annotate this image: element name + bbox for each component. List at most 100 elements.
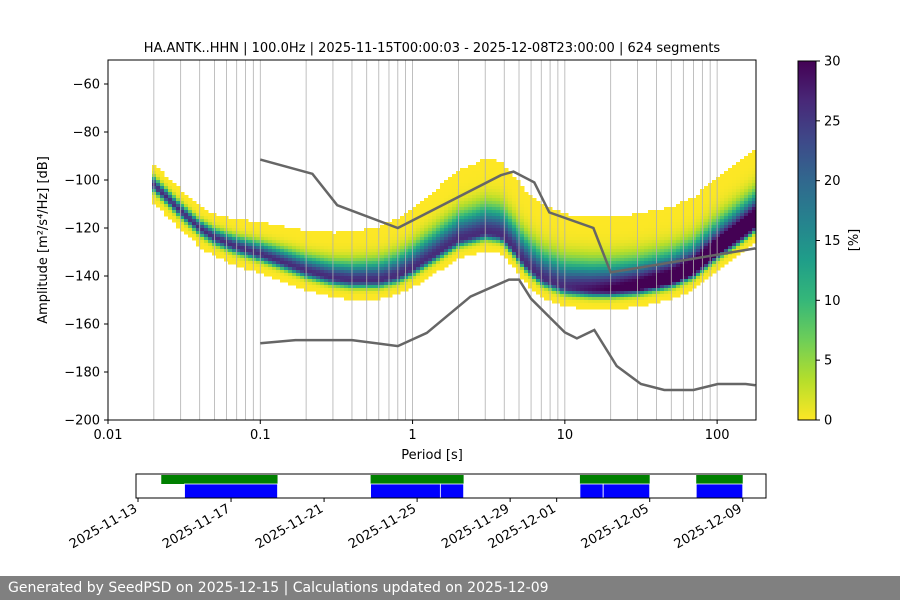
heatmap-cell (612, 234, 617, 238)
heatmap-cell (580, 288, 585, 292)
heatmap-cell (568, 222, 573, 226)
heatmap-cell (676, 222, 681, 226)
heatmap-cell (600, 285, 605, 289)
heatmap-cell (752, 189, 757, 193)
heatmap-cell (648, 243, 653, 247)
heatmap-cell (340, 231, 345, 235)
heatmap-cell (392, 258, 397, 262)
heatmap-cell (588, 291, 593, 295)
heatmap-cell (688, 267, 693, 271)
heatmap-cell (584, 294, 589, 298)
heatmap-cell (160, 180, 165, 184)
heatmap-cell (752, 207, 757, 211)
heatmap-cell (724, 237, 729, 241)
heatmap-cell (324, 252, 329, 256)
heatmap-cell (656, 297, 661, 301)
heatmap-cell (232, 255, 237, 259)
heatmap-cell (344, 252, 349, 256)
heatmap-cell (668, 273, 673, 277)
heatmap-cell (312, 243, 317, 247)
heatmap-cell (404, 279, 409, 283)
heatmap-cell (564, 237, 569, 241)
heatmap-cell (492, 216, 497, 220)
heatmap-cell (488, 249, 493, 253)
heatmap-cell (540, 264, 545, 268)
heatmap-cell (504, 201, 509, 205)
heatmap-cell (468, 165, 473, 169)
heatmap-cell (536, 252, 541, 256)
heatmap-cell (452, 195, 457, 199)
heatmap-cell (240, 240, 245, 244)
heatmap-cell (572, 270, 577, 274)
heatmap-cell (532, 276, 537, 280)
heatmap-cell (528, 204, 533, 208)
heatmap-cell (732, 234, 737, 238)
heatmap-cell (620, 228, 625, 232)
heatmap-cell (720, 231, 725, 235)
y-tick-label: −100 (64, 174, 100, 189)
heatmap-cell (724, 207, 729, 211)
heatmap-cell (484, 225, 489, 229)
heatmap-cell (736, 168, 741, 172)
heatmap-cell (688, 246, 693, 250)
heatmap-cell (692, 246, 697, 250)
heatmap-cell (320, 273, 325, 277)
heatmap-cell (500, 213, 505, 217)
heatmap-cell (356, 252, 361, 256)
heatmap-cell (684, 222, 689, 226)
heatmap-cell (272, 249, 277, 253)
heatmap-cell (388, 246, 393, 250)
heatmap-cell (336, 282, 341, 286)
heatmap-cell (520, 189, 525, 193)
heatmap-cell (164, 198, 169, 202)
heatmap-cell (388, 294, 393, 298)
heatmap-cell (276, 264, 281, 268)
heatmap-cell (400, 288, 405, 292)
heatmap-cell (396, 282, 401, 286)
heatmap-cell (640, 288, 645, 292)
heatmap-cell (576, 270, 581, 274)
heatmap-cell (272, 231, 277, 235)
heatmap-cell (628, 231, 633, 235)
heatmap-cell (624, 237, 629, 241)
heatmap-cell (484, 243, 489, 247)
heatmap-cell (680, 204, 685, 208)
heatmap-cell (540, 231, 545, 235)
heatmap-cell (580, 285, 585, 289)
heatmap-cell (720, 243, 725, 247)
heatmap-cell (392, 228, 397, 232)
heatmap-cell (676, 261, 681, 265)
heatmap-cell (636, 270, 641, 274)
heatmap-cell (656, 282, 661, 286)
heatmap-cell (236, 240, 241, 244)
heatmap-cell (336, 273, 341, 277)
heatmap-cell (436, 234, 441, 238)
heatmap-cell (468, 204, 473, 208)
heatmap-cell (416, 231, 421, 235)
heatmap-cell (540, 276, 545, 280)
heatmap-cell (620, 222, 625, 226)
heatmap-cell (644, 222, 649, 226)
heatmap-cell (484, 168, 489, 172)
heatmap-cell (736, 210, 741, 214)
heatmap-cell (208, 237, 213, 241)
heatmap-cell (152, 180, 157, 184)
heatmap-cell (476, 195, 481, 199)
heatmap-cell (520, 213, 525, 217)
heatmap-cell (672, 264, 677, 268)
heatmap-cell (684, 237, 689, 241)
heatmap-cell (652, 240, 657, 244)
heatmap-cell (628, 294, 633, 298)
heatmap-cell (260, 222, 265, 226)
heatmap-cell (680, 252, 685, 256)
heatmap-cell (580, 231, 585, 235)
heatmap-cell (724, 219, 729, 223)
heatmap-cell (716, 207, 721, 211)
heatmap-cell (344, 273, 349, 277)
heatmap-cell (664, 267, 669, 271)
heatmap-cell (536, 234, 541, 238)
heatmap-cell (284, 279, 289, 283)
heatmap-cell (284, 246, 289, 250)
heatmap-cell (640, 231, 645, 235)
